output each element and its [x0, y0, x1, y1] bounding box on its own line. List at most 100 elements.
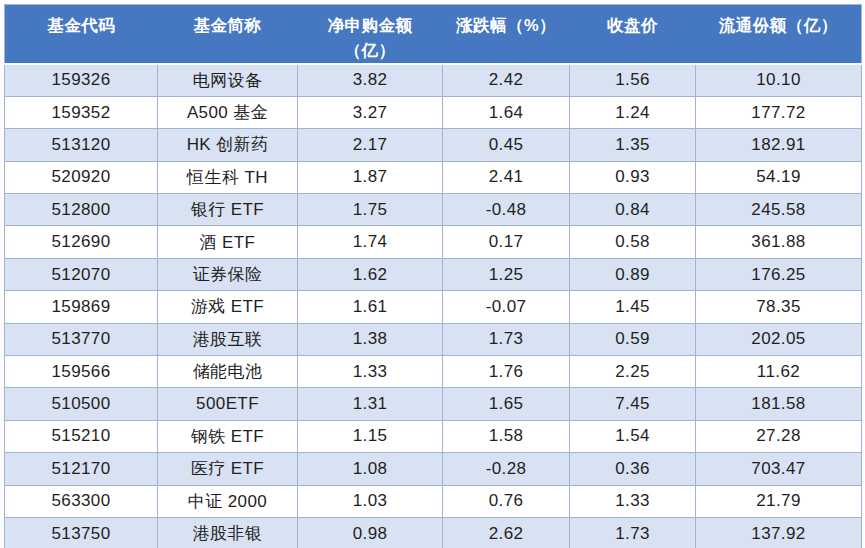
- cell-close-price: 0.36: [570, 453, 696, 485]
- table-row: 520920恒生科 TH1.872.410.9354.19: [5, 161, 862, 193]
- cell-close-price: 1.73: [570, 517, 696, 548]
- cell-net-purchase: 3.27: [298, 96, 443, 128]
- table-row: 512690酒 ETF1.740.170.58361.88: [5, 226, 862, 258]
- table-row: 513770港股互联1.381.730.59202.05: [5, 323, 862, 355]
- table-row: 563300中证 20001.030.761.3321.79: [5, 485, 862, 517]
- cell-fund-name: 酒 ETF: [158, 226, 298, 258]
- cell-change-pct: 2.41: [443, 161, 570, 193]
- cell-fund-name: 恒生科 TH: [158, 161, 298, 193]
- cell-fund-code: 159869: [5, 291, 158, 323]
- cell-close-price: 1.33: [570, 485, 696, 517]
- table-row: 159352A500 基金3.271.641.24177.72: [5, 96, 862, 128]
- cell-close-price: 1.35: [570, 129, 696, 161]
- cell-change-pct: 1.58: [443, 420, 570, 452]
- table-row: 515210钢铁 ETF1.151.581.5427.28: [5, 420, 862, 452]
- cell-change-pct: 1.76: [443, 356, 570, 388]
- table-row: 159869游戏 ETF1.61-0.071.4578.35: [5, 291, 862, 323]
- cell-change-pct: -0.07: [443, 291, 570, 323]
- cell-change-pct: -0.28: [443, 453, 570, 485]
- cell-fund-code: 512070: [5, 258, 158, 290]
- cell-change-pct: 1.73: [443, 323, 570, 355]
- header-row: 基金代码 基金简称 净申购金额 （亿） 涨跌幅（%） 收盘价 流通份额（亿）: [5, 5, 862, 64]
- cell-change-pct: -0.48: [443, 194, 570, 226]
- cell-fund-code: 515210: [5, 420, 158, 452]
- cell-close-price: 0.93: [570, 161, 696, 193]
- table-header: 基金代码 基金简称 净申购金额 （亿） 涨跌幅（%） 收盘价 流通份额（亿）: [5, 5, 862, 64]
- col-header-close-price: 收盘价: [570, 5, 696, 64]
- cell-fund-code: 512690: [5, 226, 158, 258]
- cell-close-price: 0.89: [570, 258, 696, 290]
- cell-change-pct: 2.62: [443, 517, 570, 548]
- cell-float-shares: 177.72: [696, 96, 862, 128]
- cell-net-purchase: 0.98: [298, 517, 443, 548]
- cell-net-purchase: 1.62: [298, 258, 443, 290]
- cell-fund-name: 银行 ETF: [158, 194, 298, 226]
- cell-fund-name: HK 创新药: [158, 129, 298, 161]
- cell-change-pct: 1.64: [443, 96, 570, 128]
- cell-float-shares: 181.58: [696, 388, 862, 420]
- cell-float-shares: 245.58: [696, 194, 862, 226]
- table-row: 512800银行 ETF1.75-0.480.84245.58: [5, 194, 862, 226]
- page: 基金代码 基金简称 净申购金额 （亿） 涨跌幅（%） 收盘价 流通份额（亿） 1…: [0, 0, 865, 548]
- cell-change-pct: 0.76: [443, 485, 570, 517]
- cell-net-purchase: 1.87: [298, 161, 443, 193]
- table-row: 513750港股非银0.982.621.73137.92: [5, 517, 862, 548]
- col-header-fund-name: 基金简称: [158, 5, 298, 64]
- cell-fund-name: 港股非银: [158, 517, 298, 548]
- cell-float-shares: 27.28: [696, 420, 862, 452]
- cell-close-price: 7.45: [570, 388, 696, 420]
- cell-close-price: 0.84: [570, 194, 696, 226]
- cell-change-pct: 1.25: [443, 258, 570, 290]
- cell-fund-name: 500ETF: [158, 388, 298, 420]
- table-row: 159566储能电池1.331.762.2511.62: [5, 356, 862, 388]
- cell-float-shares: 176.25: [696, 258, 862, 290]
- cell-fund-name: 港股互联: [158, 323, 298, 355]
- cell-fund-code: 520920: [5, 161, 158, 193]
- cell-fund-code: 159352: [5, 96, 158, 128]
- cell-fund-code: 513770: [5, 323, 158, 355]
- col-header-change-pct: 涨跌幅（%）: [443, 5, 570, 64]
- cell-net-purchase: 1.08: [298, 453, 443, 485]
- cell-fund-code: 513120: [5, 129, 158, 161]
- cell-fund-name: 中证 2000: [158, 485, 298, 517]
- cell-close-price: 0.59: [570, 323, 696, 355]
- cell-change-pct: 1.65: [443, 388, 570, 420]
- cell-fund-code: 159326: [5, 64, 158, 97]
- cell-float-shares: 78.35: [696, 291, 862, 323]
- cell-close-price: 2.25: [570, 356, 696, 388]
- cell-fund-name: A500 基金: [158, 96, 298, 128]
- cell-float-shares: 202.05: [696, 323, 862, 355]
- cell-net-purchase: 2.17: [298, 129, 443, 161]
- cell-net-purchase: 1.38: [298, 323, 443, 355]
- cell-change-pct: 0.17: [443, 226, 570, 258]
- col-header-fund-code: 基金代码: [5, 5, 158, 64]
- cell-fund-code: 512170: [5, 453, 158, 485]
- table-row: 513120HK 创新药2.170.451.35182.91: [5, 129, 862, 161]
- cell-net-purchase: 1.33: [298, 356, 443, 388]
- table-row: 159326电网设备3.822.421.5610.10: [5, 64, 862, 97]
- cell-close-price: 1.54: [570, 420, 696, 452]
- cell-fund-name: 钢铁 ETF: [158, 420, 298, 452]
- fund-flow-table: 基金代码 基金简称 净申购金额 （亿） 涨跌幅（%） 收盘价 流通份额（亿） 1…: [4, 4, 862, 548]
- cell-net-purchase: 1.31: [298, 388, 443, 420]
- cell-net-purchase: 1.61: [298, 291, 443, 323]
- cell-float-shares: 137.92: [696, 517, 862, 548]
- cell-fund-name: 医疗 ETF: [158, 453, 298, 485]
- cell-float-shares: 10.10: [696, 64, 862, 97]
- cell-float-shares: 182.91: [696, 129, 862, 161]
- col-header-net-purchase: 净申购金额 （亿）: [298, 5, 443, 64]
- table-body: 159326电网设备3.822.421.5610.10159352A500 基金…: [5, 64, 862, 548]
- cell-change-pct: 0.45: [443, 129, 570, 161]
- table-row: 510500500ETF1.311.657.45181.58: [5, 388, 862, 420]
- cell-fund-name: 证券保险: [158, 258, 298, 290]
- table-row: 512070证券保险1.621.250.89176.25: [5, 258, 862, 290]
- cell-net-purchase: 1.75: [298, 194, 443, 226]
- cell-close-price: 1.45: [570, 291, 696, 323]
- cell-float-shares: 361.88: [696, 226, 862, 258]
- col-header-float-shares: 流通份额（亿）: [696, 5, 862, 64]
- cell-net-purchase: 1.15: [298, 420, 443, 452]
- cell-fund-code: 159566: [5, 356, 158, 388]
- cell-fund-code: 513750: [5, 517, 158, 548]
- cell-fund-name: 电网设备: [158, 64, 298, 97]
- cell-fund-code: 512800: [5, 194, 158, 226]
